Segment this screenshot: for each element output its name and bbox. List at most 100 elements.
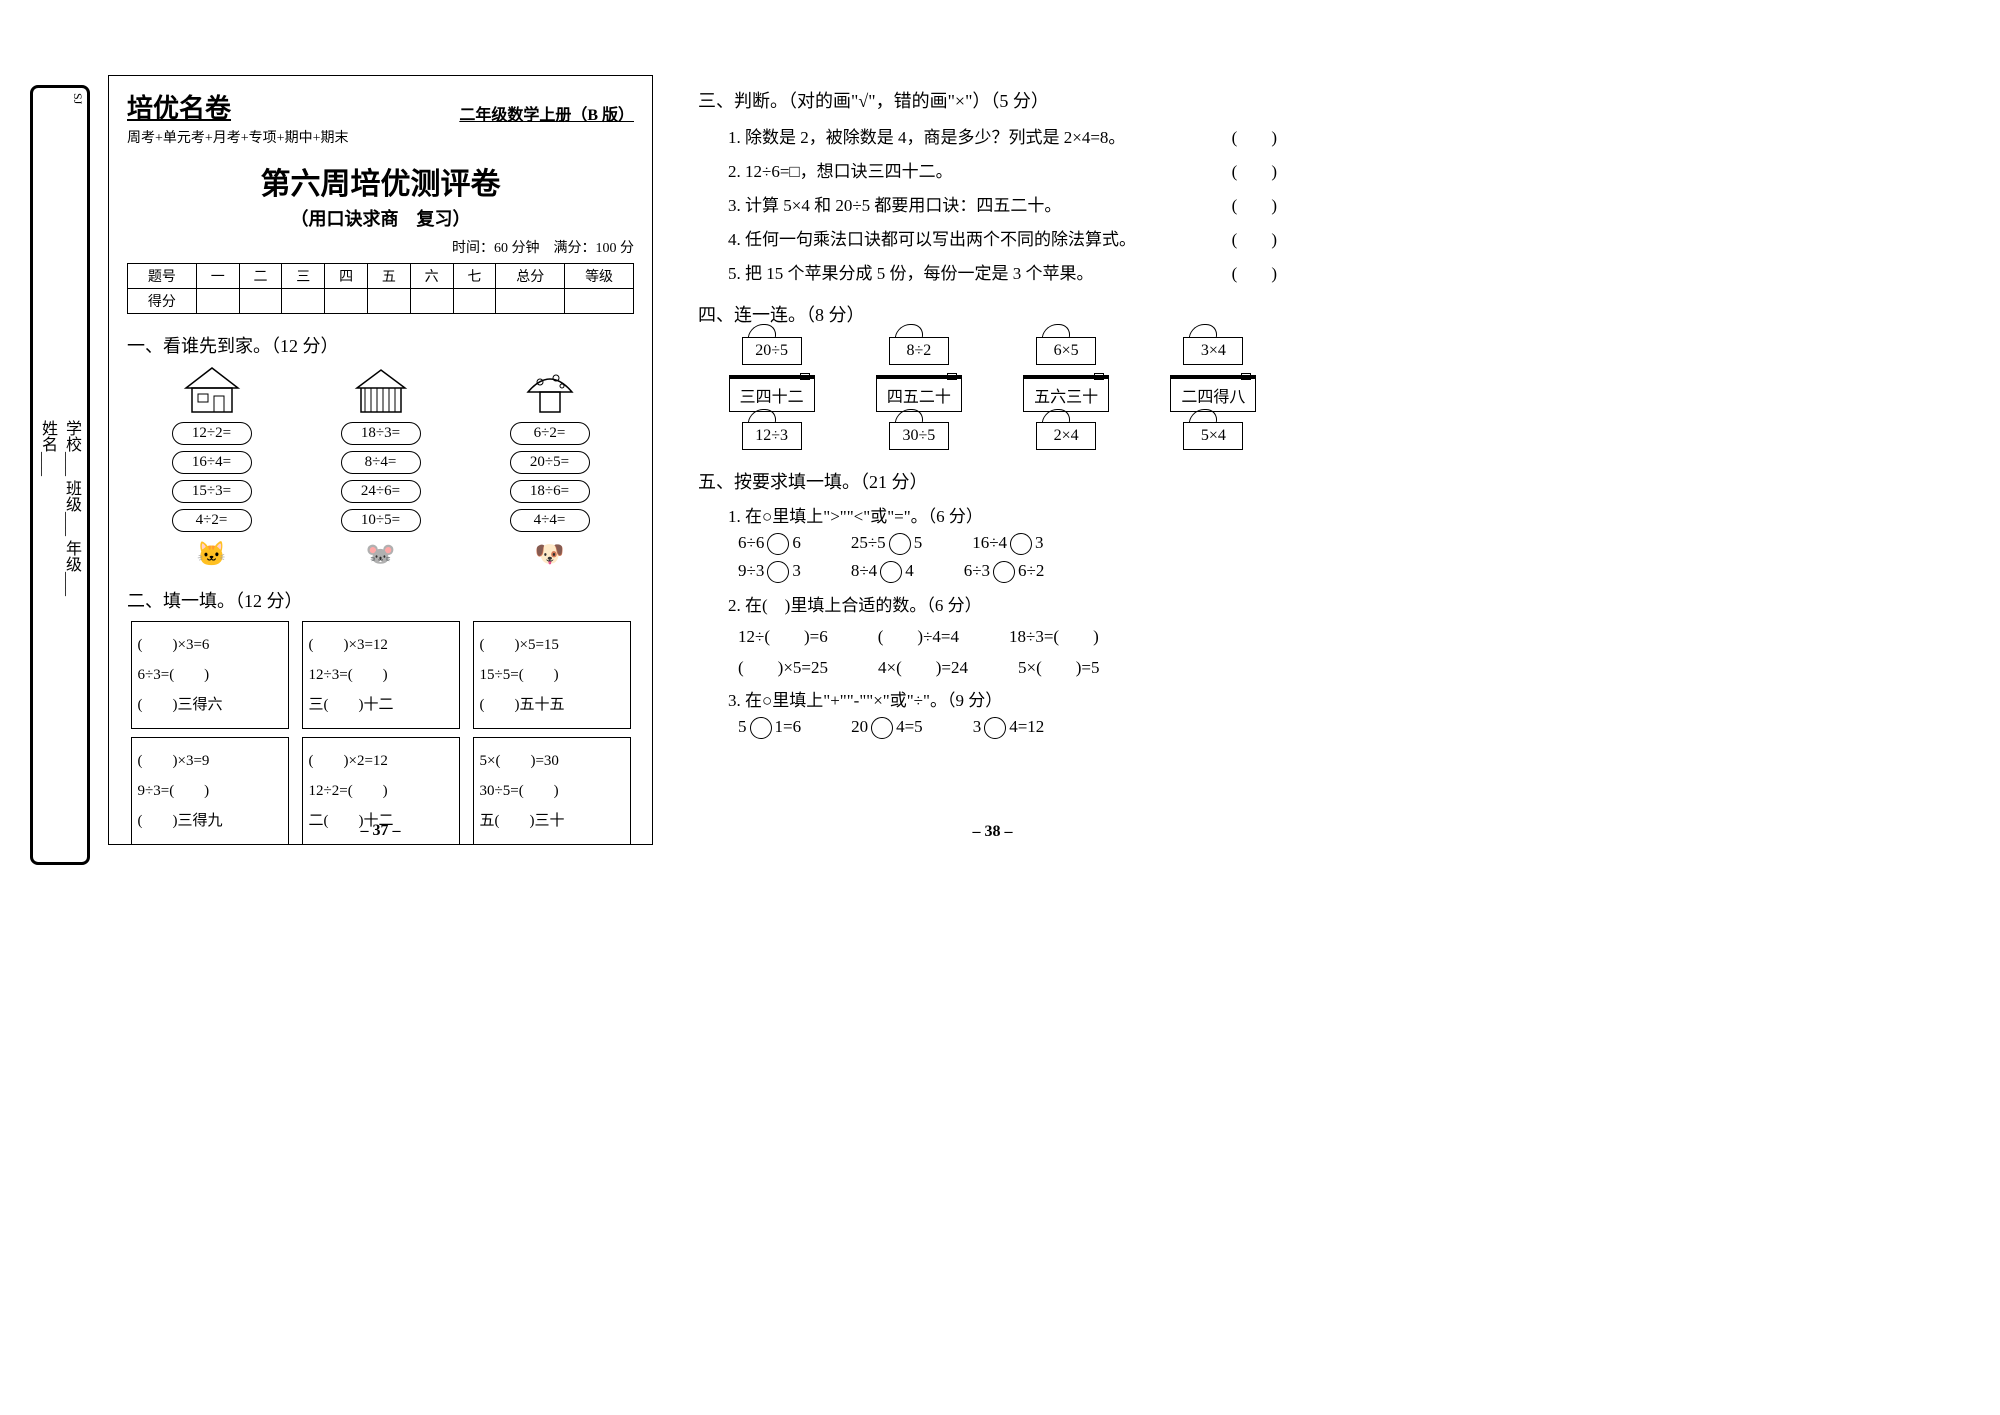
sec5-q1-title: 1. 在○里填上">""<"或"="。（6 分） — [698, 502, 1287, 527]
sidebar-sj: SJ — [71, 93, 85, 104]
q3-row: 51=6 204=5 34=12 — [698, 717, 1287, 739]
match-row-top: 20÷5 8÷2 6×5 3×4 — [698, 337, 1287, 365]
th: 一 — [196, 264, 239, 289]
line: 30÷5=( ) — [480, 776, 624, 806]
th: 七 — [453, 264, 496, 289]
expr: 4÷4= — [510, 509, 590, 532]
line: ( )×2=12 — [309, 746, 453, 776]
expr: 10÷5= — [341, 509, 421, 532]
match-row-mid: 三四十二 四五二十 五六三十 二四得八 — [698, 375, 1287, 412]
paren: ( ) — [1232, 155, 1277, 189]
match-card: 6×5 — [1036, 337, 1096, 365]
sec5-title: 五、按要求填一填。（21 分） — [698, 468, 1287, 494]
expr: 12÷2= — [172, 422, 252, 445]
paren: ( ) — [1232, 121, 1277, 155]
fillbox: ( )×5=15 15÷5=( ) ( )五十五 — [473, 621, 631, 729]
sec4-title: 四、连一连。（8 分） — [698, 301, 1287, 327]
th: 四 — [325, 264, 368, 289]
score-header-row: 题号 一 二 三 四 五 六 七 总分 等级 — [128, 264, 634, 289]
expr: 8÷4= — [341, 451, 421, 474]
line: 5×( )=30 — [480, 746, 624, 776]
sec2-title: 二、填一填。（12 分） — [127, 587, 634, 613]
fill: 18÷3=( ) — [1009, 622, 1099, 647]
q1-row1: 6÷66 25÷55 16÷43 — [698, 533, 1287, 555]
exam-subtitle: （用口诀求商 复习） — [127, 205, 634, 231]
txt: 5. 把 15 个苹果分成 5 份，每份一定是 3 个苹果。 — [728, 264, 1094, 283]
page-number-left: – 37 – — [109, 822, 652, 840]
fill: 12÷( )=6 — [738, 622, 828, 647]
house-col-3: 6÷2= 20÷5= 18÷6= 4÷4= 🐶 — [510, 366, 590, 569]
match-card: 3×4 — [1183, 337, 1243, 365]
paren: ( ) — [1232, 189, 1277, 223]
match-card: 三四十二 — [729, 375, 815, 412]
fill: 4×( )=24 — [878, 653, 968, 678]
sec3-title: 三、判断。（对的画"√"，错的画"×"）（5 分） — [698, 87, 1287, 113]
sec5-q3-title: 3. 在○里填上"+""-""×"或"÷"。（9 分） — [698, 686, 1287, 711]
cmp: 8÷44 — [851, 561, 914, 583]
expr: 15÷3= — [172, 480, 252, 503]
match-card: 2×4 — [1036, 422, 1096, 450]
cmp: 25÷55 — [851, 533, 922, 555]
hut-icon — [351, 366, 411, 416]
cmp: 6÷66 — [738, 533, 801, 555]
house-col-1: 12÷2= 16÷4= 15÷3= 4÷2= 🐱 — [172, 366, 252, 569]
house-row: 12÷2= 16÷4= 15÷3= 4÷2= 🐱 18÷3= 8÷4= 24÷6… — [127, 366, 634, 569]
info-labels: 学校___ 班级___ 年级___ 姓名___ — [35, 420, 83, 600]
expr: 20÷5= — [510, 451, 590, 474]
house-col-2: 18÷3= 8÷4= 24÷6= 10÷5= 🐭 — [341, 366, 421, 569]
line: ( )三得六 — [138, 690, 282, 720]
brand-logo: 培优名卷 — [127, 88, 231, 125]
fill: 5×( )=5 — [1018, 653, 1100, 678]
page-number-right: – 38 – — [680, 823, 1305, 841]
left-page: 培优名卷 二年级数学上册（B 版） 周考+单元考+月考+专项+期中+期末 第六周… — [108, 75, 653, 845]
match-card: 20÷5 — [742, 337, 802, 365]
expr: 18÷6= — [510, 480, 590, 503]
cmp: 16÷43 — [972, 533, 1043, 555]
expr: 6÷2= — [510, 422, 590, 445]
mushroom-icon — [520, 366, 580, 416]
match-card: 8÷2 — [889, 337, 949, 365]
expr: 24÷6= — [341, 480, 421, 503]
score-table: 题号 一 二 三 四 五 六 七 总分 等级 得分 — [127, 263, 634, 314]
q3-2: 2. 12÷6=□，想口诀三四十二。 ( ) — [698, 155, 1287, 189]
txt: 3. 计算 5×4 和 20÷5 都要用口诀：四五二十。 — [728, 196, 1061, 215]
txt: 2. 12÷6=□，想口诀三四十二。 — [728, 162, 953, 181]
right-page: 三、判断。（对的画"√"，错的画"×"）（5 分） 1. 除数是 2，被除数是 … — [680, 75, 1305, 845]
q3-1: 1. 除数是 2，被除数是 4，商是多少？列式是 2×4=8。 ( ) — [698, 121, 1287, 155]
cmp: 9÷33 — [738, 561, 801, 583]
fill: ( )×5=25 — [738, 653, 828, 678]
line: 12÷3=( ) — [309, 660, 453, 690]
q3-5: 5. 把 15 个苹果分成 5 份，每份一定是 3 个苹果。 ( ) — [698, 257, 1287, 291]
line: 6÷3=( ) — [138, 660, 282, 690]
animal-icon: 🐱 — [197, 540, 227, 569]
td: 得分 — [128, 289, 197, 314]
exam-meta: 时间：60 分钟 满分：100 分 — [127, 237, 634, 257]
expr: 16÷4= — [172, 451, 252, 474]
line: ( )×3=9 — [138, 746, 282, 776]
th: 六 — [410, 264, 453, 289]
line: ( )五十五 — [480, 690, 624, 720]
op: 34=12 — [973, 717, 1045, 739]
match-card: 12÷3 — [742, 422, 802, 450]
q2-row2: ( )×5=25 4×( )=24 5×( )=5 — [698, 653, 1287, 678]
paren: ( ) — [1232, 223, 1277, 257]
cmp: 6÷36÷2 — [964, 561, 1045, 583]
sec1-title: 一、看谁先到家。（12 分） — [127, 332, 634, 358]
fill: ( )÷4=4 — [878, 622, 959, 647]
line: ( )×5=15 — [480, 630, 624, 660]
match-card: 四五二十 — [876, 375, 962, 412]
house-icon — [182, 366, 242, 416]
txt: 1. 除数是 2，被除数是 4，商是多少？列式是 2×4=8。 — [728, 128, 1125, 147]
line: ( )×3=6 — [138, 630, 282, 660]
fillbox: ( )×3=6 6÷3=( ) ( )三得六 — [131, 621, 289, 729]
th: 总分 — [496, 264, 565, 289]
animal-icon: 🐭 — [366, 540, 396, 569]
expr: 4÷2= — [172, 509, 252, 532]
book-edition: 二年级数学上册（B 版） — [459, 101, 634, 125]
match-card: 5×4 — [1183, 422, 1243, 450]
paren: ( ) — [1232, 257, 1277, 291]
q3-4: 4. 任何一句乘法口诀都可以写出两个不同的除法算式。( ) — [698, 223, 1287, 257]
line: 12÷2=( ) — [309, 776, 453, 806]
fillbox-row-1: ( )×3=6 6÷3=( ) ( )三得六 ( )×3=12 12÷3=( )… — [127, 621, 634, 729]
line: 15÷5=( ) — [480, 660, 624, 690]
